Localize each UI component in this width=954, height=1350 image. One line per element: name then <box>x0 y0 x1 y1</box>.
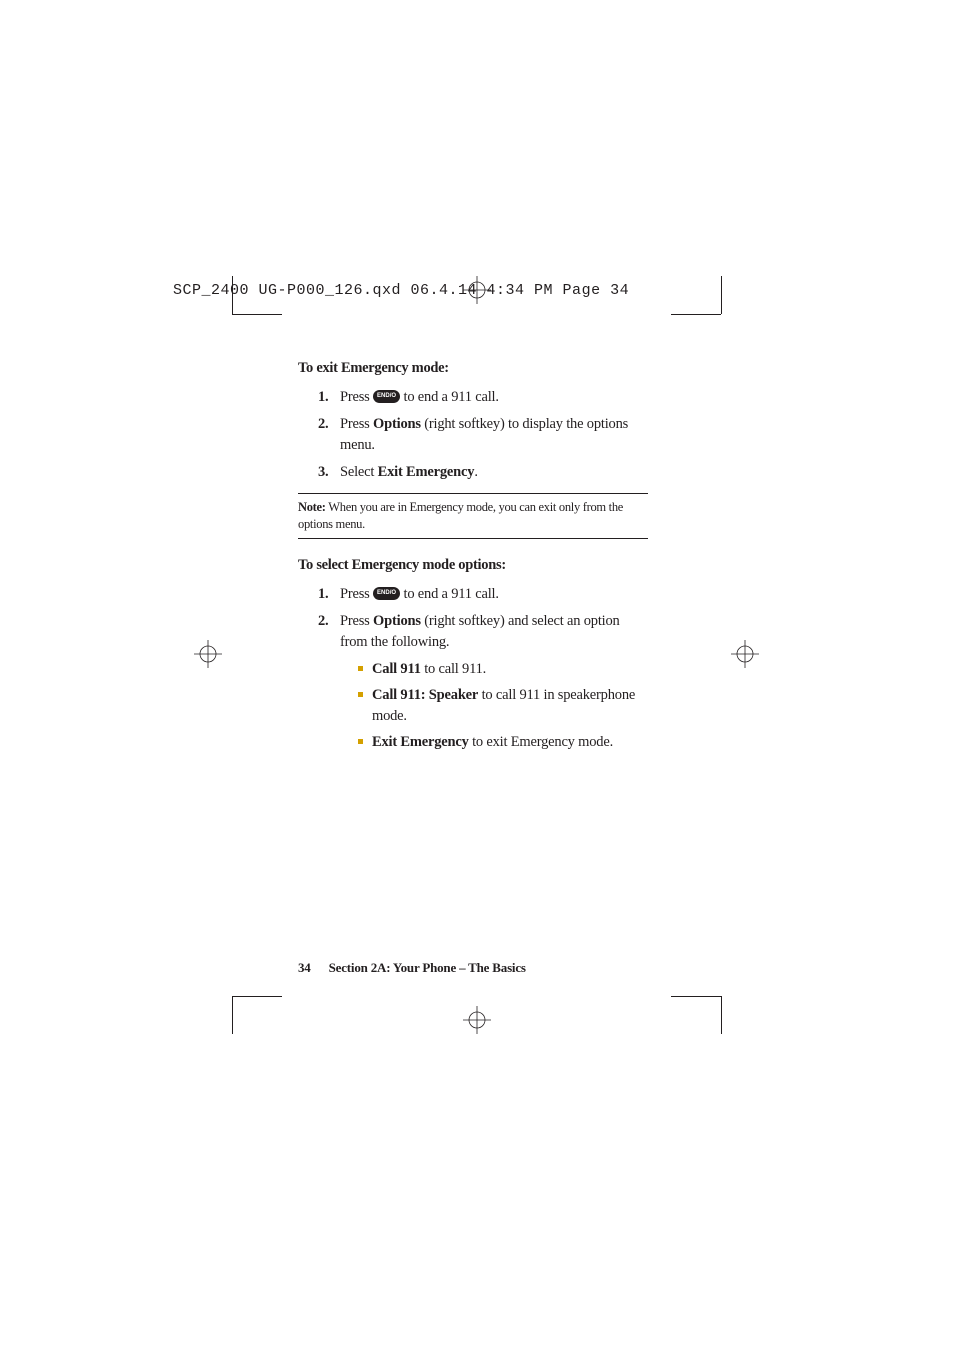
crop-mark <box>671 314 721 315</box>
page-content: To exit Emergency mode: 1. Press END/O t… <box>298 360 648 763</box>
bullet-bold: Call 911: Speaker <box>372 687 478 703</box>
step-bold: Exit Emergency <box>378 464 475 480</box>
step-text: to end a 911 call. <box>400 389 499 405</box>
section-heading: To select Emergency mode options: <box>298 557 648 574</box>
step-number: 1. <box>318 584 328 605</box>
step-bold: Options <box>373 416 421 432</box>
crop-mark <box>232 276 233 314</box>
step-text: Press <box>340 586 373 602</box>
step-item: 2. Press Options (right softkey) and sel… <box>318 611 648 753</box>
bullet-bold: Call 911 <box>372 661 421 677</box>
bullet-text: to call 911. <box>421 661 486 677</box>
step-number: 2. <box>318 414 328 435</box>
step-number: 3. <box>318 462 328 483</box>
step-item: 3. Select Exit Emergency. <box>318 462 648 483</box>
note-box: Note: When you are in Emergency mode, yo… <box>298 493 648 539</box>
crop-mark <box>232 314 282 315</box>
step-text: to end a 911 call. <box>400 586 499 602</box>
bullet-item: Exit Emergency to exit Emergency mode. <box>358 732 648 753</box>
note-label: Note: <box>298 500 326 514</box>
step-list: 1. Press END/O to end a 911 call. 2. Pre… <box>318 584 648 753</box>
step-list: 1. Press END/O to end a 911 call. 2. Pre… <box>318 387 648 483</box>
bullet-bold: Exit Emergency <box>372 734 469 750</box>
end-key-icon: END/O <box>373 390 400 403</box>
step-text: Press <box>340 389 373 405</box>
step-text: Select <box>340 464 378 480</box>
step-number: 1. <box>318 387 328 408</box>
end-key-icon: END/O <box>373 587 400 600</box>
page-number: 34 <box>298 960 311 975</box>
step-item: 1. Press END/O to end a 911 call. <box>318 584 648 605</box>
page-footer: 34 Section 2A: Your Phone – The Basics <box>298 960 526 976</box>
bullet-text: to exit Emergency mode. <box>469 734 613 750</box>
registration-mark-icon <box>731 640 759 668</box>
crop-mark <box>721 996 722 1034</box>
note-text: When you are in Emergency mode, you can … <box>298 500 623 531</box>
step-text: Press <box>340 613 373 629</box>
step-bold: Options <box>373 613 421 629</box>
step-number: 2. <box>318 611 328 632</box>
step-text: Press <box>340 416 373 432</box>
registration-mark-icon <box>463 1006 491 1034</box>
crop-mark <box>671 996 721 997</box>
bullet-item: Call 911: Speaker to call 911 in speaker… <box>358 685 648 727</box>
registration-mark-icon <box>463 276 491 304</box>
print-header: SCP_2400 UG-P000_126.qxd 06.4.14 4:34 PM… <box>173 282 629 299</box>
crop-mark <box>232 996 282 997</box>
bullet-list: Call 911 to call 911. Call 911: Speaker … <box>358 659 648 753</box>
registration-mark-icon <box>194 640 222 668</box>
bullet-item: Call 911 to call 911. <box>358 659 648 680</box>
crop-mark <box>721 276 722 314</box>
step-text: . <box>474 464 477 480</box>
step-item: 1. Press END/O to end a 911 call. <box>318 387 648 408</box>
crop-mark <box>232 996 233 1034</box>
section-label: Section 2A: Your Phone – The Basics <box>329 960 526 975</box>
section-heading: To exit Emergency mode: <box>298 360 648 377</box>
step-item: 2. Press Options (right softkey) to disp… <box>318 414 648 456</box>
